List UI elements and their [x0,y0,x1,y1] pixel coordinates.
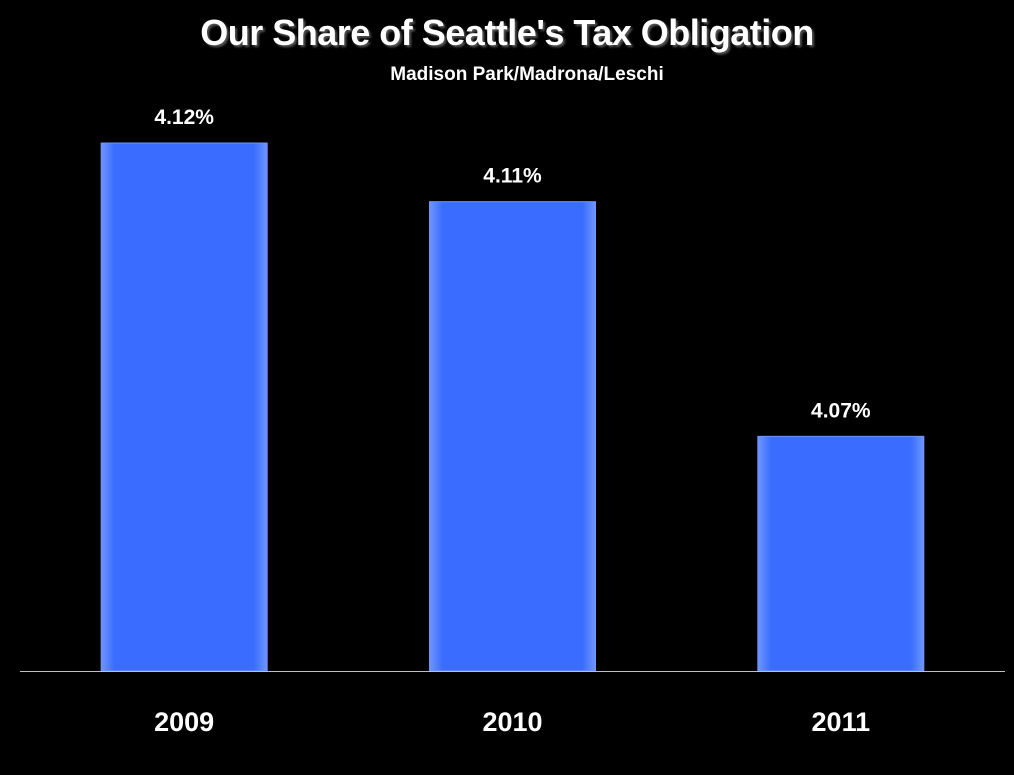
data-label-2010: 4.11% [483,165,542,188]
bar-2009 [101,143,267,671]
data-label-2011: 4.07% [811,399,871,422]
x-tick-label-2011: 2011 [812,707,871,737]
bar-2011 [758,436,924,671]
x-tick-label-2010: 2010 [482,707,542,737]
data-label-2009: 4.12% [154,106,214,129]
bar-2010 [430,202,596,671]
x-tick-label-2009: 2009 [154,707,214,737]
